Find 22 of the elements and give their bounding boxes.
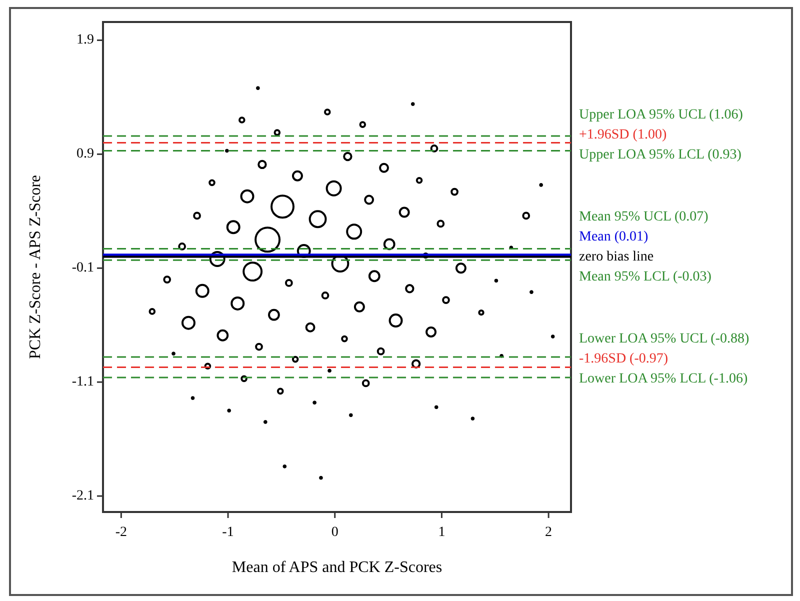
ref-line-label: Mean 95% UCL (0.07) — [579, 210, 709, 225]
ref-line-label: Mean (0.01) — [579, 230, 649, 245]
ref-line-label: Upper LOA 95% UCL (1.06) — [579, 107, 744, 122]
x-axis-title: Mean of APS and PCK Z-Scores — [232, 559, 442, 576]
x-tick-label: 0 — [331, 525, 338, 540]
y-tick-label: -0.1 — [72, 260, 94, 276]
y-tick-label: -1.1 — [72, 374, 94, 390]
y-tick-label: 0.9 — [76, 146, 94, 162]
x-tick-label: 2 — [545, 525, 552, 540]
ref-line-label: Lower LOA 95% LCL (-1.06) — [579, 372, 748, 386]
ref-line-label: zero bias line — [579, 250, 654, 265]
y-axis-title: PCK Z-Score - APS Z-Score — [27, 175, 44, 359]
ref-line-label: +1.96SD (1.00) — [579, 127, 667, 142]
x-tick-label: -2 — [115, 525, 127, 540]
x-tick-label: 1 — [438, 525, 446, 540]
ref-line-label: Mean 95% LCL (-0.03) — [579, 270, 712, 285]
ref-line-label: Upper LOA 95% LCL (0.93) — [579, 147, 742, 162]
y-tick-label: -2.1 — [72, 488, 94, 504]
y-tick-label: 1.9 — [76, 32, 94, 48]
ref-line-label: -1.96SD (-0.97) — [579, 352, 668, 366]
ref-line-label: Lower LOA 95% UCL (-0.88) — [579, 332, 750, 346]
x-tick-label: -1 — [222, 525, 234, 540]
